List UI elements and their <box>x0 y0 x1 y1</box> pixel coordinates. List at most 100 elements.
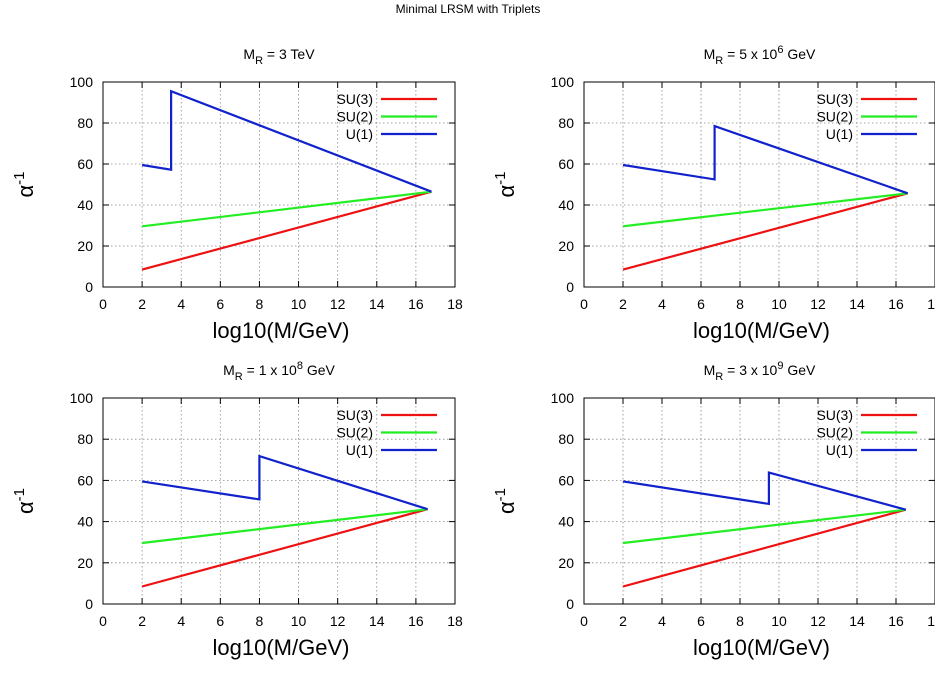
panel-title-base: M <box>223 362 235 378</box>
x-tick-label: 10 <box>291 613 307 629</box>
y-axis-label-base: α <box>494 185 519 198</box>
x-tick-label: 14 <box>369 296 385 312</box>
y-tick-label: 0 <box>566 279 574 295</box>
x-tick-label: 8 <box>736 296 744 312</box>
x-tick-label: 6 <box>216 296 224 312</box>
x-tick-label: 16 <box>888 296 904 312</box>
x-tick-label: 10 <box>771 296 787 312</box>
panel-title-subscript: R <box>255 55 263 67</box>
panel-title-unit: GeV <box>303 362 336 378</box>
x-tick-label: 16 <box>888 613 904 629</box>
panel-title-base: M <box>243 46 255 62</box>
legend-label-su3: SU(3) <box>816 91 853 107</box>
legend-label-su2: SU(2) <box>816 425 853 441</box>
y-tick-label: 20 <box>558 555 574 571</box>
y-tick-label: 100 <box>551 390 575 406</box>
y-tick-label: 100 <box>70 74 94 90</box>
y-tick-label: 60 <box>77 472 93 488</box>
legend-label-u1: U(1) <box>826 442 853 458</box>
plot-frame <box>583 81 935 288</box>
series-line-su2 <box>622 192 908 228</box>
y-tick-label: 100 <box>551 74 575 90</box>
panel-title-exponent: 6 <box>777 44 783 56</box>
x-tick-label: 0 <box>99 613 107 629</box>
y-tick-label: 80 <box>77 115 93 131</box>
x-tick-label: 2 <box>138 296 146 312</box>
y-axis-label-sup: -1 <box>492 488 509 501</box>
y-tick-label: 40 <box>77 197 93 213</box>
panel-title-text: = 3 x 10 <box>723 362 777 378</box>
x-tick-label: 6 <box>697 613 705 629</box>
series-line-su3 <box>141 190 432 271</box>
y-tick-label: 0 <box>85 596 93 612</box>
legend-label-su3: SU(3) <box>336 91 373 107</box>
y-tick-label: 40 <box>77 514 93 530</box>
x-tick-label: 4 <box>177 613 185 629</box>
y-axis-label-sup: -1 <box>11 171 28 184</box>
legend-label-u1: U(1) <box>826 126 853 142</box>
y-tick-label: 0 <box>85 279 93 295</box>
series-line-u1 <box>141 89 432 193</box>
x-tick-label: 12 <box>810 613 826 629</box>
panel-title-exponent: 9 <box>777 360 783 372</box>
x-tick-label: 10 <box>771 613 787 629</box>
x-tick-label: 0 <box>580 296 588 312</box>
figure-title: Minimal LRSM with Triplets <box>396 2 541 16</box>
x-tick-label: 4 <box>658 296 666 312</box>
panel-title-text: = 3 TeV <box>263 46 315 62</box>
legend-label-su2: SU(2) <box>336 109 373 125</box>
y-axis-label: α-1 <box>492 171 519 197</box>
y-axis-label: α-1 <box>492 488 519 514</box>
x-tick-label: 8 <box>736 613 744 629</box>
panel-title-base: M <box>704 362 716 378</box>
legend-label-su3: SU(3) <box>816 407 853 423</box>
x-tick-label: 18 <box>927 296 935 312</box>
series-line-su3 <box>622 508 907 588</box>
x-tick-label: 0 <box>580 613 588 629</box>
y-tick-label: 80 <box>77 431 93 447</box>
legend-label-su3: SU(3) <box>336 407 373 423</box>
chart-panel-3: 0 2 4 6 8 10 12 14 16 18 0 20 40 60 80 100 log10(M/GeV) α… <box>11 360 463 660</box>
chart-panel-1: 0 2 4 6 8 10 12 14 16 18 0 20 40 60 80 100 log10(M/GeV) α… <box>11 46 463 343</box>
x-tick-label: 14 <box>369 613 385 629</box>
y-axis-label: α-1 <box>11 488 38 514</box>
panel-title-unit: GeV <box>783 46 816 62</box>
x-tick-label: 8 <box>256 296 264 312</box>
series-line-su2 <box>141 190 432 228</box>
x-axis-label: log10(M/GeV) <box>693 318 830 343</box>
y-axis-label-base: α <box>494 501 519 514</box>
x-tick-label: 14 <box>849 296 865 312</box>
y-axis-label-sup: -1 <box>11 488 28 501</box>
panel-title-unit: GeV <box>783 362 816 378</box>
panel-title-subscript: R <box>715 371 723 383</box>
plot-frame <box>102 397 456 605</box>
y-tick-label: 40 <box>558 197 574 213</box>
series-line-u1 <box>622 124 909 195</box>
x-tick-label: 6 <box>697 296 705 312</box>
series-line-su2 <box>141 508 428 545</box>
x-axis-label: log10(M/GeV) <box>213 635 350 660</box>
x-tick-label: 4 <box>658 613 666 629</box>
x-tick-label: 12 <box>810 296 826 312</box>
x-tick-label: 12 <box>330 613 346 629</box>
x-axis-label: log10(M/GeV) <box>213 318 350 343</box>
panel-title-text: = 1 x 10 <box>243 362 297 378</box>
series-line-su3 <box>141 508 428 588</box>
x-tick-label: 14 <box>849 613 865 629</box>
y-axis-label-base: α <box>13 185 38 198</box>
y-axis-label-sup: -1 <box>492 171 509 184</box>
y-axis-label-base: α <box>13 501 38 514</box>
x-tick-label: 10 <box>291 296 307 312</box>
x-tick-label: 16 <box>408 613 424 629</box>
y-tick-label: 80 <box>558 115 574 131</box>
legend-label-u1: U(1) <box>346 442 373 458</box>
panel-title-exponent: 8 <box>297 360 303 372</box>
panel-title-base: M <box>704 46 716 62</box>
x-tick-label: 12 <box>330 296 346 312</box>
x-tick-label: 18 <box>447 296 463 312</box>
x-tick-label: 18 <box>927 613 935 629</box>
x-axis-label: log10(M/GeV) <box>693 635 830 660</box>
series-line-u1 <box>141 454 428 511</box>
